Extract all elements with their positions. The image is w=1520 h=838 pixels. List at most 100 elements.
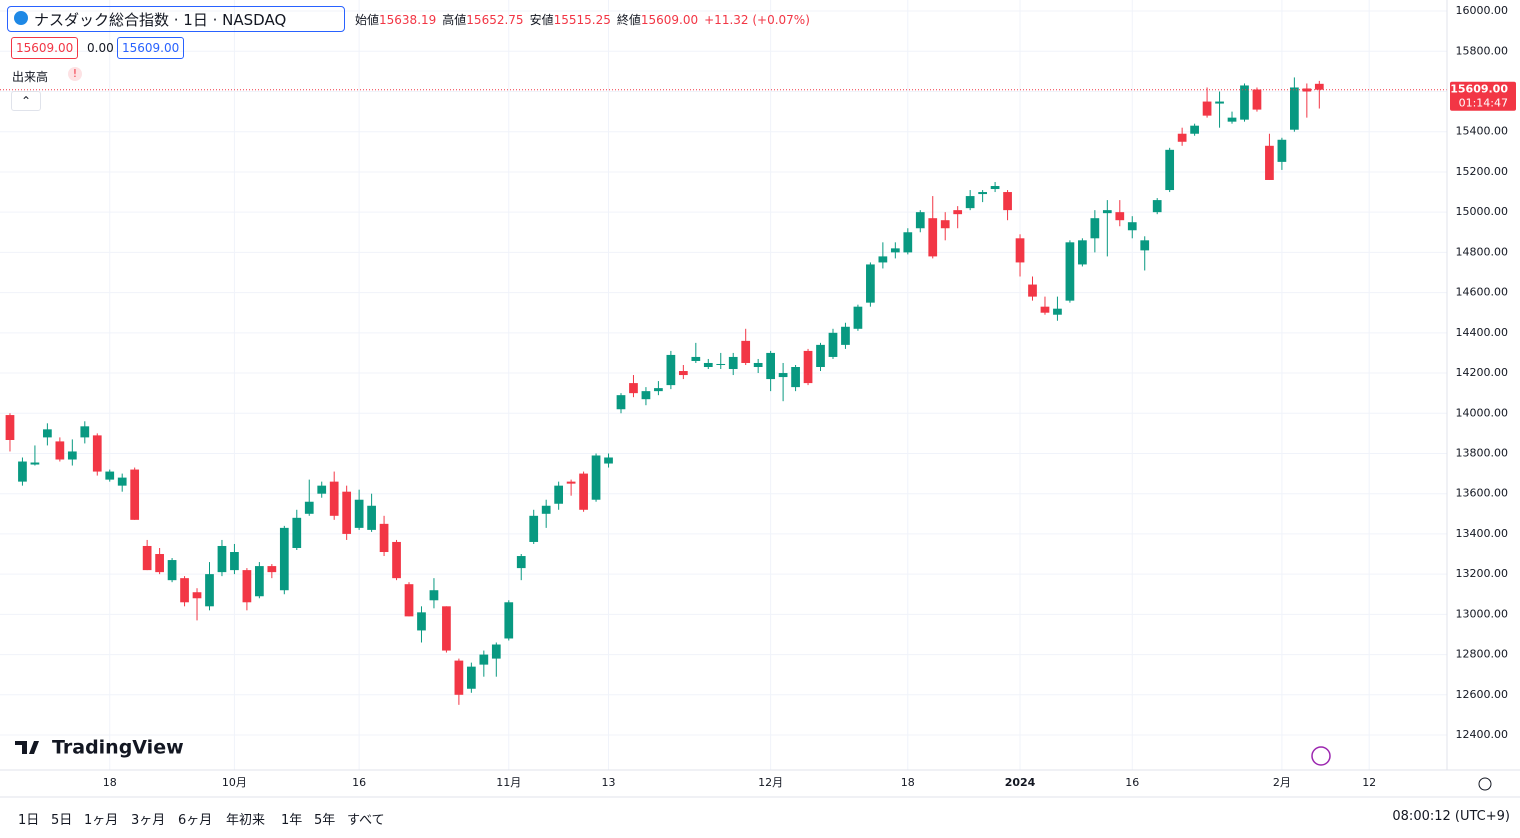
candle-body	[579, 473, 588, 510]
candle-body	[903, 232, 913, 253]
clock: 08:00:12 (UTC+9)	[1392, 809, 1510, 824]
candle-body	[741, 340, 751, 363]
range-button[interactable]: 1日	[18, 813, 40, 828]
candle-body	[454, 660, 464, 695]
candle-body	[404, 584, 414, 617]
brand-logo	[15, 741, 39, 754]
symbol-icon	[14, 11, 28, 25]
candle-body	[591, 455, 601, 500]
y-tick-label: 14800.00	[1456, 245, 1509, 258]
candle-body	[953, 210, 963, 215]
bid-box[interactable]: 15609.00	[11, 37, 79, 59]
candle-body	[55, 441, 65, 460]
settings-icon[interactable]	[1478, 777, 1492, 791]
y-tick-label: 15200.00	[1456, 165, 1509, 178]
warning[interactable]: !	[68, 67, 82, 81]
candle-body	[554, 485, 564, 504]
candle-body	[629, 383, 638, 394]
ask-box[interactable]: 15609.00	[117, 37, 185, 59]
x-tick-label: 18	[103, 776, 117, 789]
flash-icon[interactable]	[1311, 746, 1331, 766]
x-tick-label: 2月	[1273, 776, 1291, 789]
candle-body	[18, 461, 27, 482]
candle-body	[192, 592, 202, 599]
candle-body	[217, 545, 227, 573]
legend-value: 15515.25	[553, 13, 611, 27]
range-button[interactable]: 5年	[314, 813, 336, 828]
candle-body	[1314, 83, 1324, 90]
candle-body	[317, 485, 327, 494]
candle-body	[117, 477, 127, 486]
candle-body	[791, 367, 800, 388]
candle-body	[1140, 240, 1150, 251]
candle-body	[1202, 101, 1212, 116]
collapse-button[interactable]: ⌃	[11, 91, 41, 111]
legend-key: 安値	[529, 13, 554, 27]
candle-body	[267, 566, 277, 573]
candle-body	[1065, 242, 1075, 301]
y-tick-label: 15000.00	[1456, 205, 1509, 218]
candle-body	[180, 578, 189, 603]
y-tick-label: 15800.00	[1456, 44, 1509, 57]
range-button[interactable]: 年初来	[226, 813, 266, 828]
candle-body	[1152, 200, 1162, 213]
candle-body	[255, 566, 264, 597]
legend-key: 高値	[442, 13, 467, 27]
candle-body	[928, 218, 938, 257]
legend-value: 15609.00	[640, 13, 699, 27]
candle-body	[1240, 85, 1249, 120]
candle-body	[915, 212, 925, 229]
candle-body	[1003, 192, 1012, 211]
candle-body	[716, 363, 726, 365]
range-button[interactable]: 1年	[281, 813, 303, 828]
candle-body	[604, 457, 613, 464]
legend-value: 15638.19	[379, 13, 437, 27]
candle-body	[466, 666, 476, 689]
y-tick-label: 14400.00	[1456, 326, 1509, 339]
candle-body	[167, 560, 177, 581]
range-button[interactable]: すべて	[347, 813, 385, 828]
candle-body	[230, 552, 239, 571]
candle-body	[766, 352, 776, 380]
candle-body	[354, 499, 364, 528]
candle-body	[392, 541, 401, 579]
candle-body	[965, 196, 975, 209]
candle-body	[641, 391, 651, 400]
range-button[interactable]: 1ヶ月	[84, 813, 119, 828]
candle-body	[753, 362, 763, 368]
legend-key: 終値	[616, 13, 641, 27]
range-button[interactable]: 3ヶ月	[131, 813, 166, 828]
symbol-title: ナスダック総合指数 · 1日 · NASDAQ	[34, 11, 287, 29]
candle-body	[242, 570, 252, 603]
range-button[interactable]: 5日	[51, 813, 73, 828]
candle-body	[491, 644, 501, 659]
plot: 12400.00 12600.00 12800.00 13000.00 13200.00…	[0, 0, 1516, 789]
range-button[interactable]: 6ヶ月	[178, 813, 213, 828]
candle-body	[678, 371, 688, 376]
candle-body	[703, 362, 713, 368]
candle-body	[67, 451, 77, 460]
y-tick-label: 14200.00	[1456, 366, 1509, 379]
candle-body	[1165, 149, 1175, 191]
candle-body	[5, 415, 15, 440]
candle-body	[142, 545, 152, 571]
candle-body	[728, 356, 738, 370]
candle-body	[417, 612, 426, 631]
candle-body	[1265, 145, 1274, 180]
candle-body	[841, 326, 850, 345]
symbol-box[interactable]	[7, 6, 345, 32]
candle-body	[43, 429, 52, 438]
candle-body	[1190, 125, 1199, 134]
candle-body	[329, 481, 339, 516]
candle-body	[92, 435, 102, 472]
candle-body	[828, 332, 838, 357]
candle-body	[516, 556, 526, 569]
y-tick-label: 13200.00	[1456, 567, 1509, 580]
y-tick-label: 13600.00	[1456, 487, 1509, 500]
candle-body	[1102, 210, 1112, 214]
candle-body	[691, 356, 701, 361]
candle-body	[1227, 117, 1237, 122]
last-price-tag	[1450, 81, 1516, 111]
candle-body	[367, 505, 376, 530]
y-tick-label: 13000.00	[1456, 607, 1509, 620]
